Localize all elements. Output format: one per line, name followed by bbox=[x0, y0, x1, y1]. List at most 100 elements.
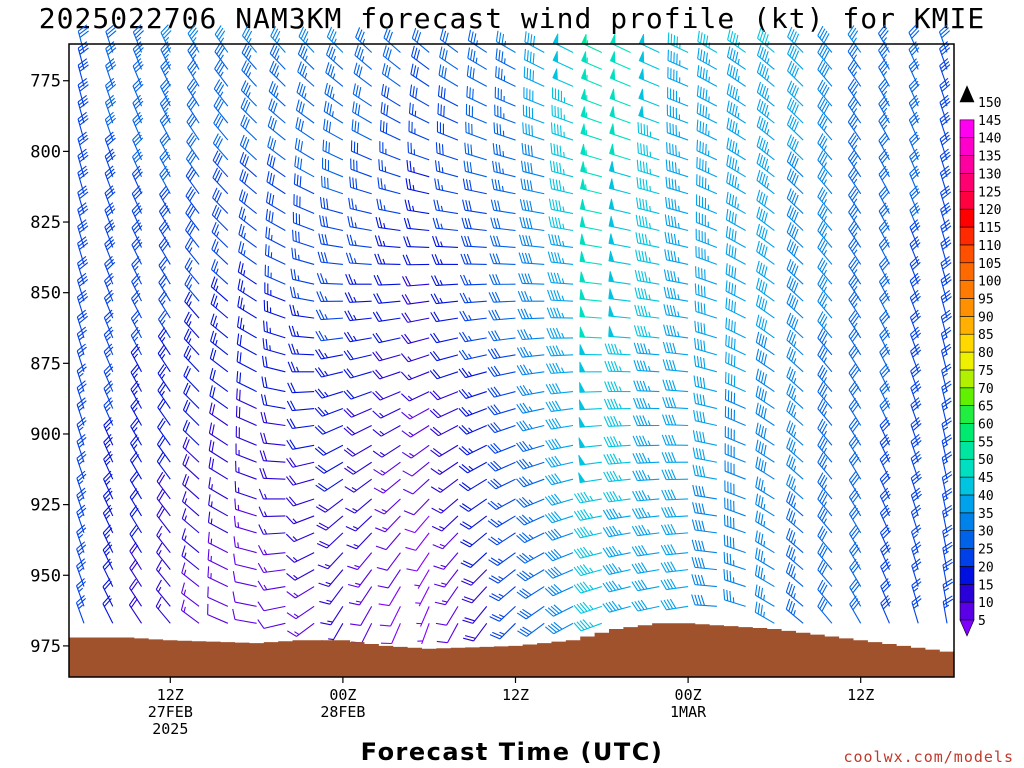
barb-flag bbox=[343, 350, 351, 361]
barb-half-flag bbox=[823, 323, 827, 329]
barb-staff bbox=[411, 444, 430, 459]
barb-staff bbox=[552, 586, 574, 597]
barb-half-flag bbox=[324, 334, 328, 341]
barb-staff bbox=[238, 233, 257, 248]
barb-staff bbox=[183, 375, 200, 392]
barb-flag bbox=[911, 47, 920, 56]
barb-flag bbox=[848, 236, 856, 247]
barb-staff bbox=[496, 515, 516, 528]
wind-barb bbox=[547, 251, 574, 265]
barb-flag bbox=[132, 41, 142, 50]
wind-barb bbox=[207, 566, 229, 588]
barb-half-flag bbox=[276, 38, 281, 44]
barb-flag bbox=[77, 272, 87, 281]
barb-flag bbox=[823, 103, 830, 114]
wind-barb bbox=[240, 114, 257, 141]
barb-flag bbox=[725, 280, 728, 292]
barb-flag bbox=[211, 441, 215, 453]
wind-barb bbox=[402, 461, 430, 477]
barb-flag bbox=[359, 31, 365, 42]
barb-flag bbox=[187, 135, 195, 145]
barb-staff bbox=[234, 601, 257, 607]
barb-flag bbox=[763, 246, 768, 258]
wind-barb bbox=[233, 515, 257, 534]
wind-barb bbox=[156, 542, 171, 570]
barb-flag bbox=[761, 210, 766, 222]
barb-flag bbox=[441, 144, 444, 156]
barb-flag bbox=[817, 543, 824, 554]
barb-flag bbox=[470, 31, 474, 43]
barb-staff bbox=[786, 501, 804, 517]
barb-half-flag bbox=[475, 57, 478, 64]
barb-flag bbox=[549, 363, 555, 374]
wind-barb bbox=[631, 524, 660, 537]
wind-barb bbox=[375, 532, 401, 551]
barb-flag bbox=[666, 342, 670, 353]
barb-flag bbox=[160, 205, 169, 215]
wind-barb bbox=[265, 226, 286, 248]
barb-flag bbox=[551, 216, 556, 228]
barb-staff bbox=[292, 391, 315, 394]
barb-flag bbox=[77, 437, 87, 445]
barb-staff bbox=[696, 150, 718, 161]
barb-flag bbox=[667, 469, 674, 480]
barb-staff bbox=[817, 337, 833, 356]
wind-barb bbox=[726, 117, 746, 141]
barb-flag bbox=[881, 208, 890, 218]
barb-flag bbox=[669, 359, 674, 371]
barb-flag bbox=[157, 381, 165, 391]
barb-staff bbox=[786, 231, 804, 248]
barb-flag bbox=[756, 260, 760, 272]
barb-flag bbox=[661, 434, 667, 446]
barb-half-flag bbox=[763, 540, 766, 547]
barb-staff bbox=[727, 73, 746, 87]
barb-flag bbox=[158, 236, 167, 246]
barb-flag bbox=[79, 171, 89, 180]
barb-flag bbox=[550, 122, 553, 134]
barb-flag bbox=[516, 517, 525, 526]
barb-flag bbox=[848, 488, 857, 498]
barb-flag bbox=[77, 24, 88, 32]
barb-flag bbox=[731, 140, 735, 152]
barb-flag bbox=[696, 356, 700, 367]
barb-flag bbox=[852, 456, 860, 467]
barb-flag bbox=[317, 446, 327, 455]
barb-flag bbox=[910, 222, 920, 231]
barb-flag bbox=[522, 458, 530, 468]
barb-staff bbox=[103, 334, 114, 356]
wind-barb bbox=[724, 497, 746, 517]
barb-staff bbox=[76, 494, 85, 517]
barb-flag bbox=[181, 491, 187, 502]
barb-flag bbox=[487, 502, 497, 510]
barb-staff bbox=[551, 515, 574, 524]
wind-barb bbox=[633, 360, 660, 373]
wind-barb bbox=[524, 48, 545, 70]
wind-barb bbox=[464, 142, 487, 161]
barb-flag bbox=[609, 471, 616, 482]
wind-barb bbox=[466, 86, 487, 107]
barb-staff bbox=[326, 532, 344, 549]
barb-flag bbox=[667, 232, 671, 244]
barb-half-flag bbox=[243, 232, 246, 239]
barb-flag bbox=[441, 48, 446, 60]
barb-flag bbox=[272, 28, 279, 39]
barb-flag bbox=[211, 221, 217, 233]
barb-flag bbox=[909, 44, 919, 53]
barb-flag bbox=[285, 515, 294, 525]
barb-flag bbox=[547, 607, 557, 616]
barb-staff bbox=[847, 87, 862, 107]
wind-barb bbox=[608, 271, 631, 285]
barb-half-flag bbox=[618, 475, 622, 481]
barb-flag bbox=[77, 219, 87, 227]
barb-staff bbox=[523, 444, 545, 453]
barb-flag bbox=[699, 103, 702, 115]
barb-flag bbox=[552, 383, 559, 394]
barb-flag bbox=[458, 447, 468, 456]
wind-barb bbox=[76, 470, 87, 500]
barb-flag bbox=[155, 596, 162, 607]
barb-flag bbox=[635, 435, 642, 446]
wind-barb bbox=[378, 586, 401, 607]
wind-barb bbox=[578, 472, 602, 484]
barb-flag bbox=[729, 85, 733, 96]
barb-flag bbox=[698, 540, 702, 552]
